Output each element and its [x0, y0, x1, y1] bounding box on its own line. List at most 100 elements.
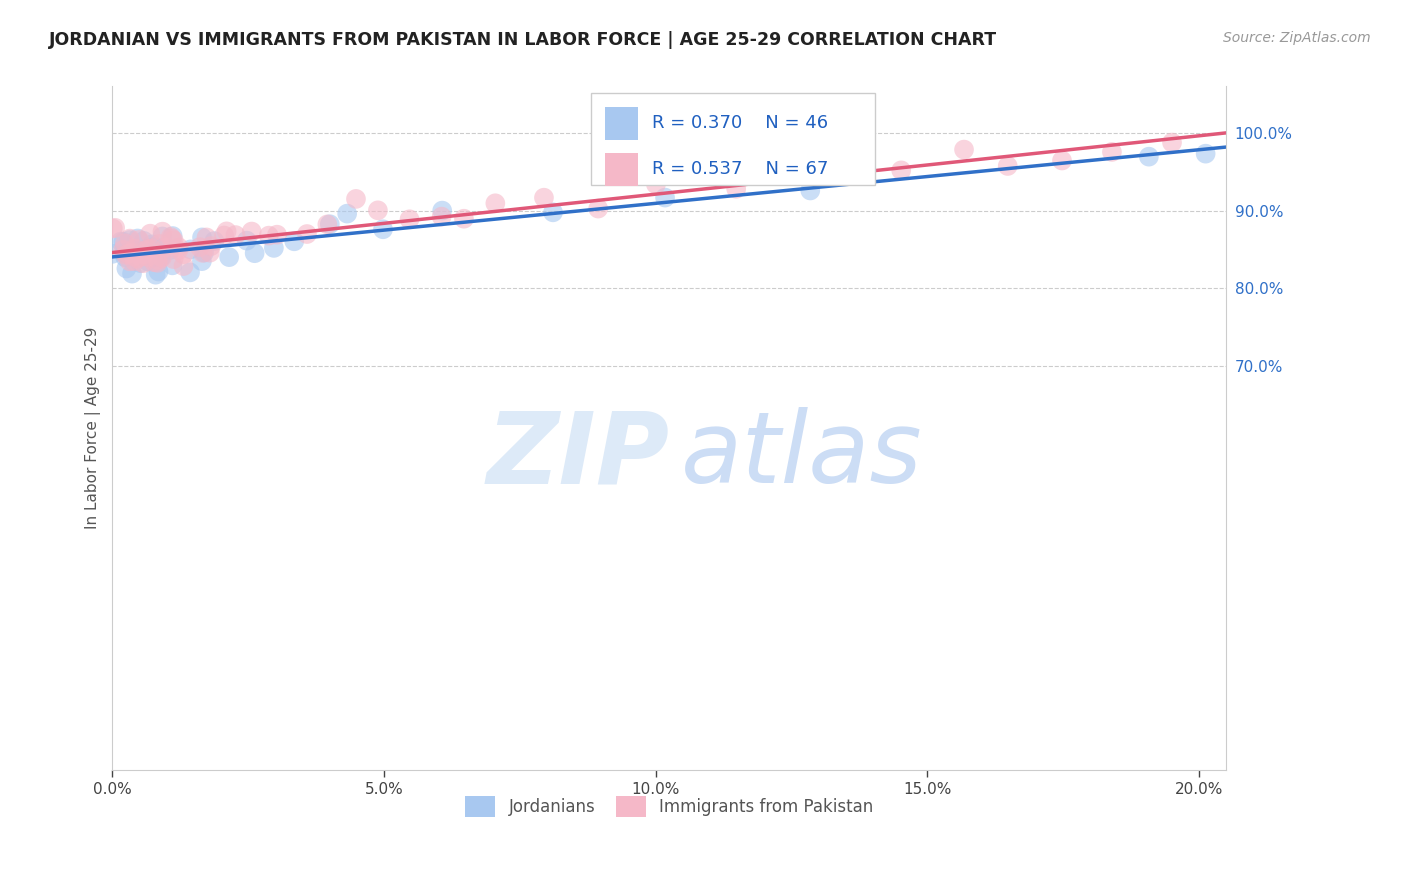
Point: [149, 251, 172, 265]
Point: [162, 258, 184, 272]
Bar: [605, 107, 638, 140]
Text: ZIP: ZIP: [486, 407, 669, 504]
Point: [319, 217, 342, 231]
Point: [200, 239, 222, 253]
Point: [136, 249, 159, 263]
FancyBboxPatch shape: [592, 93, 876, 186]
Point: [225, 228, 247, 243]
Point: [162, 229, 184, 244]
Point: [136, 250, 159, 264]
Point: [118, 231, 141, 245]
Point: [212, 228, 235, 243]
Point: [243, 246, 266, 260]
Point: [236, 234, 259, 248]
Point: [163, 233, 186, 247]
Point: [132, 234, 155, 248]
Point: [811, 157, 834, 171]
Point: [110, 235, 132, 249]
Point: [367, 203, 389, 218]
Point: [128, 246, 150, 260]
Point: [142, 240, 165, 254]
Point: [124, 254, 146, 268]
Point: [586, 202, 609, 216]
Point: [112, 235, 135, 249]
Point: [371, 222, 394, 236]
Point: [173, 247, 195, 261]
Point: [120, 245, 142, 260]
Point: [195, 230, 218, 244]
Point: [484, 196, 506, 211]
Point: [1194, 146, 1216, 161]
Point: [398, 212, 420, 227]
Point: [155, 241, 177, 255]
Legend: Jordanians, Immigrants from Pakistan: Jordanians, Immigrants from Pakistan: [458, 789, 880, 823]
Point: [139, 227, 162, 241]
Point: [198, 245, 221, 260]
Point: [121, 267, 143, 281]
Point: [146, 253, 169, 268]
Point: [128, 233, 150, 247]
Point: [143, 255, 166, 269]
Point: [129, 250, 152, 264]
Point: [1101, 145, 1123, 159]
Point: [167, 240, 190, 254]
Point: [179, 243, 201, 257]
Point: [193, 245, 215, 260]
Text: Source: ZipAtlas.com: Source: ZipAtlas.com: [1223, 31, 1371, 45]
Text: atlas: atlas: [681, 407, 922, 504]
Point: [432, 203, 454, 218]
Point: [146, 250, 169, 264]
Point: [263, 241, 285, 255]
Point: [152, 225, 174, 239]
Point: [101, 221, 124, 235]
Point: [101, 247, 124, 261]
Point: [115, 261, 138, 276]
Point: [799, 184, 821, 198]
Point: [191, 254, 214, 268]
Point: [645, 178, 668, 192]
Point: [167, 244, 190, 258]
Point: [122, 249, 145, 263]
Point: [112, 246, 135, 260]
Point: [114, 248, 136, 262]
Point: [654, 191, 676, 205]
Point: [316, 218, 339, 232]
Point: [114, 236, 136, 251]
Point: [1050, 153, 1073, 168]
Point: [188, 240, 211, 254]
Point: [159, 230, 181, 244]
Point: [141, 247, 163, 261]
Point: [725, 182, 748, 196]
Point: [134, 247, 156, 261]
Point: [127, 244, 149, 258]
Text: JORDANIAN VS IMMIGRANTS FROM PAKISTAN IN LABOR FORCE | AGE 25-29 CORRELATION CHA: JORDANIAN VS IMMIGRANTS FROM PAKISTAN IN…: [49, 31, 997, 49]
Point: [162, 252, 184, 266]
Point: [136, 254, 159, 268]
Point: [240, 225, 263, 239]
Point: [202, 234, 225, 248]
Point: [118, 254, 141, 268]
Point: [146, 256, 169, 270]
Point: [215, 224, 238, 238]
Bar: [605, 153, 638, 186]
Point: [150, 251, 173, 265]
Point: [430, 210, 453, 224]
Point: [173, 259, 195, 273]
Point: [159, 243, 181, 257]
Point: [453, 211, 475, 226]
Point: [336, 206, 359, 220]
Point: [997, 159, 1019, 173]
Point: [127, 231, 149, 245]
Point: [953, 143, 976, 157]
Point: [148, 264, 170, 278]
Point: [890, 163, 912, 178]
Point: [152, 229, 174, 244]
Point: [344, 192, 367, 206]
Point: [136, 242, 159, 256]
Point: [541, 205, 564, 219]
Point: [134, 244, 156, 258]
Point: [179, 265, 201, 279]
Point: [129, 256, 152, 270]
Point: [257, 228, 280, 243]
Point: [118, 233, 141, 247]
